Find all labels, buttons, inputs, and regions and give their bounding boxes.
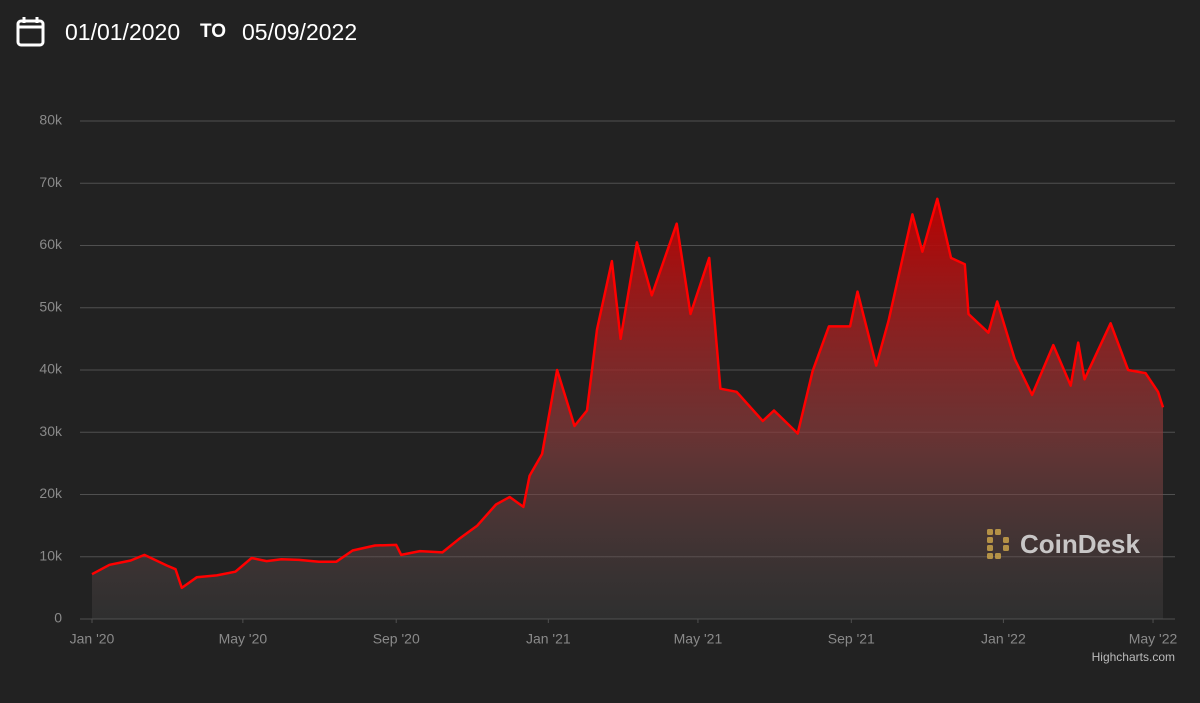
x-tick-label: May '21 [674, 631, 723, 647]
watermark-logo-dot [995, 529, 1001, 535]
calendar-icon[interactable] [16, 16, 46, 48]
date-separator: TO [200, 21, 227, 42]
x-tick-label: Sep '21 [828, 631, 875, 647]
watermark-logo-dot [995, 553, 1001, 559]
watermark-logo-dot [987, 529, 993, 535]
watermark-text: CoinDesk [1020, 529, 1140, 559]
y-tick-label: 10k [39, 547, 63, 563]
watermark-logo-dot [987, 545, 993, 551]
x-tick-label: May '20 [219, 631, 268, 647]
y-tick-label: 0 [54, 610, 62, 626]
y-tick-label: 30k [39, 423, 63, 439]
y-tick-label: 40k [39, 361, 63, 377]
date-to[interactable]: 05/09/2022 [242, 19, 358, 45]
y-tick-label: 60k [39, 236, 63, 252]
x-tick-label: Jan '22 [981, 631, 1026, 647]
watermark-logo-dot [1003, 537, 1009, 543]
watermark-logo-dot [1003, 545, 1009, 551]
y-tick-label: 70k [39, 174, 63, 190]
y-tick-label: 20k [39, 485, 63, 501]
price-line [91, 197, 1165, 590]
y-tick-label: 50k [39, 298, 63, 314]
area-fill [92, 198, 1163, 620]
date-from[interactable]: 01/01/2020 [65, 19, 181, 45]
x-tick-label: Sep '20 [373, 631, 420, 647]
credits: Highcharts.com [1092, 650, 1175, 664]
watermark: CoinDesk [987, 529, 1140, 559]
x-tick-label: May '22 [1129, 631, 1178, 647]
watermark-logo-dot [987, 537, 993, 543]
x-tick-label: Jan '20 [70, 631, 115, 647]
x-tick-label: Jan '21 [526, 631, 571, 647]
y-tick-label: 80k [39, 112, 63, 128]
watermark-logo-dot [987, 553, 993, 559]
